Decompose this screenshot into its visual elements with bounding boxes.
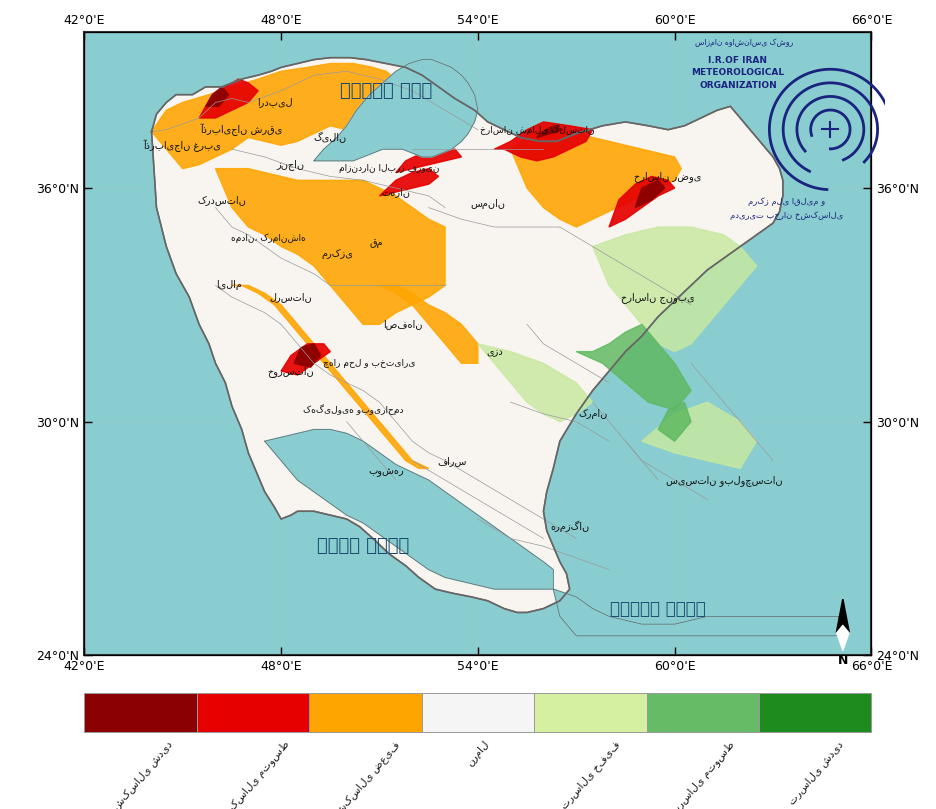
Text: مازندران البرز فروین: مازندران البرز فروین: [339, 164, 439, 173]
Text: بوشهر: بوشهر: [368, 468, 403, 477]
Polygon shape: [641, 402, 755, 468]
Polygon shape: [835, 599, 848, 633]
Text: خشکسالی ضعیف: خشکسالی ضعیف: [329, 739, 402, 809]
Text: فارس: فارس: [436, 455, 466, 466]
Text: نرمال: نرمال: [464, 739, 490, 768]
Text: سازمان هواشناسی کشور: سازمان هواشناسی کشور: [694, 38, 792, 47]
Text: یزد: یزد: [486, 346, 502, 357]
Polygon shape: [294, 344, 320, 367]
Text: خشکسالی شدید: خشکسالی شدید: [107, 739, 174, 809]
Text: خلیج فارس: خلیج فارس: [316, 537, 409, 555]
Polygon shape: [592, 227, 755, 352]
Polygon shape: [608, 176, 674, 227]
Polygon shape: [835, 625, 848, 651]
Polygon shape: [635, 180, 664, 208]
Text: گیلان: گیلان: [314, 132, 346, 143]
Polygon shape: [477, 344, 592, 421]
Polygon shape: [510, 126, 680, 227]
Text: خراسان شمالی گلستان: خراسان شمالی گلستان: [479, 125, 593, 135]
Polygon shape: [215, 168, 445, 324]
Text: خراسان جنوبی: خراسان جنوبی: [621, 291, 695, 303]
Text: قم: قم: [369, 238, 383, 248]
Polygon shape: [314, 60, 477, 161]
Text: ترسالی شدید: ترسالی شدید: [785, 739, 843, 806]
Text: آذربایجان غربی: آذربایجان غربی: [143, 139, 222, 151]
Text: کهگیلویه وبویراحمد: کهگیلویه وبویراحمد: [302, 404, 403, 415]
Text: مرکز ملی اقلیم و
مدیریت بحران خشکسالی: مرکز ملی اقلیم و مدیریت بحران خشکسالی: [730, 197, 842, 219]
Text: خوزستان: خوزستان: [268, 366, 314, 376]
Polygon shape: [379, 286, 477, 363]
Text: اردبیل: اردبیل: [256, 97, 292, 108]
Text: لرستان: لرستان: [270, 292, 312, 302]
Text: اصفهان: اصفهان: [382, 320, 422, 329]
Polygon shape: [552, 589, 838, 636]
Text: سیستان وبلوچستان: سیستان وبلوچستان: [665, 475, 782, 485]
Text: خراسان رضوی: خراسان رضوی: [634, 171, 701, 182]
Text: تهران: تهران: [381, 187, 410, 197]
Polygon shape: [657, 402, 690, 441]
Text: ایلام: ایلام: [215, 281, 241, 290]
Polygon shape: [152, 64, 412, 168]
Text: چهار محل و بختیاری: چهار محل و بختیاری: [323, 359, 416, 368]
Polygon shape: [536, 126, 563, 138]
Polygon shape: [264, 430, 552, 589]
Text: مرکزی: مرکزی: [320, 249, 353, 259]
Text: زنجان: زنجان: [276, 159, 305, 170]
Text: I.R.OF IRAN
METEOROLOGICAL
ORGANIZATION: I.R.OF IRAN METEOROLOGICAL ORGANIZATION: [691, 56, 783, 90]
Text: خشکسالی متوسط: خشکسالی متوسط: [214, 739, 291, 809]
Text: آذربایجان شرقی: آذربایجان شرقی: [200, 124, 283, 136]
Text: ترسالی خفیف: ترسالی خفیف: [558, 739, 622, 809]
Polygon shape: [205, 87, 228, 106]
Text: دریای خزر: دریای خزر: [340, 82, 431, 100]
Polygon shape: [329, 460, 428, 546]
Polygon shape: [395, 149, 461, 172]
Polygon shape: [493, 122, 592, 161]
Polygon shape: [152, 57, 782, 612]
Text: همدان، کرمانشاه: همدان، کرمانشاه: [230, 234, 305, 244]
Text: ترسالی متوسط: ترسالی متوسط: [668, 739, 736, 809]
Polygon shape: [379, 168, 438, 196]
Polygon shape: [281, 344, 329, 375]
Text: دریای عمان: دریای عمان: [609, 599, 706, 617]
Polygon shape: [576, 324, 690, 410]
Text: N: N: [837, 654, 847, 667]
Text: هرمزگان: هرمزگان: [549, 521, 589, 532]
Polygon shape: [231, 286, 428, 468]
Text: سمنان: سمنان: [470, 199, 505, 209]
Text: کرمان: کرمان: [578, 409, 607, 419]
Text: کردستان: کردستان: [197, 195, 246, 205]
Polygon shape: [198, 79, 257, 118]
